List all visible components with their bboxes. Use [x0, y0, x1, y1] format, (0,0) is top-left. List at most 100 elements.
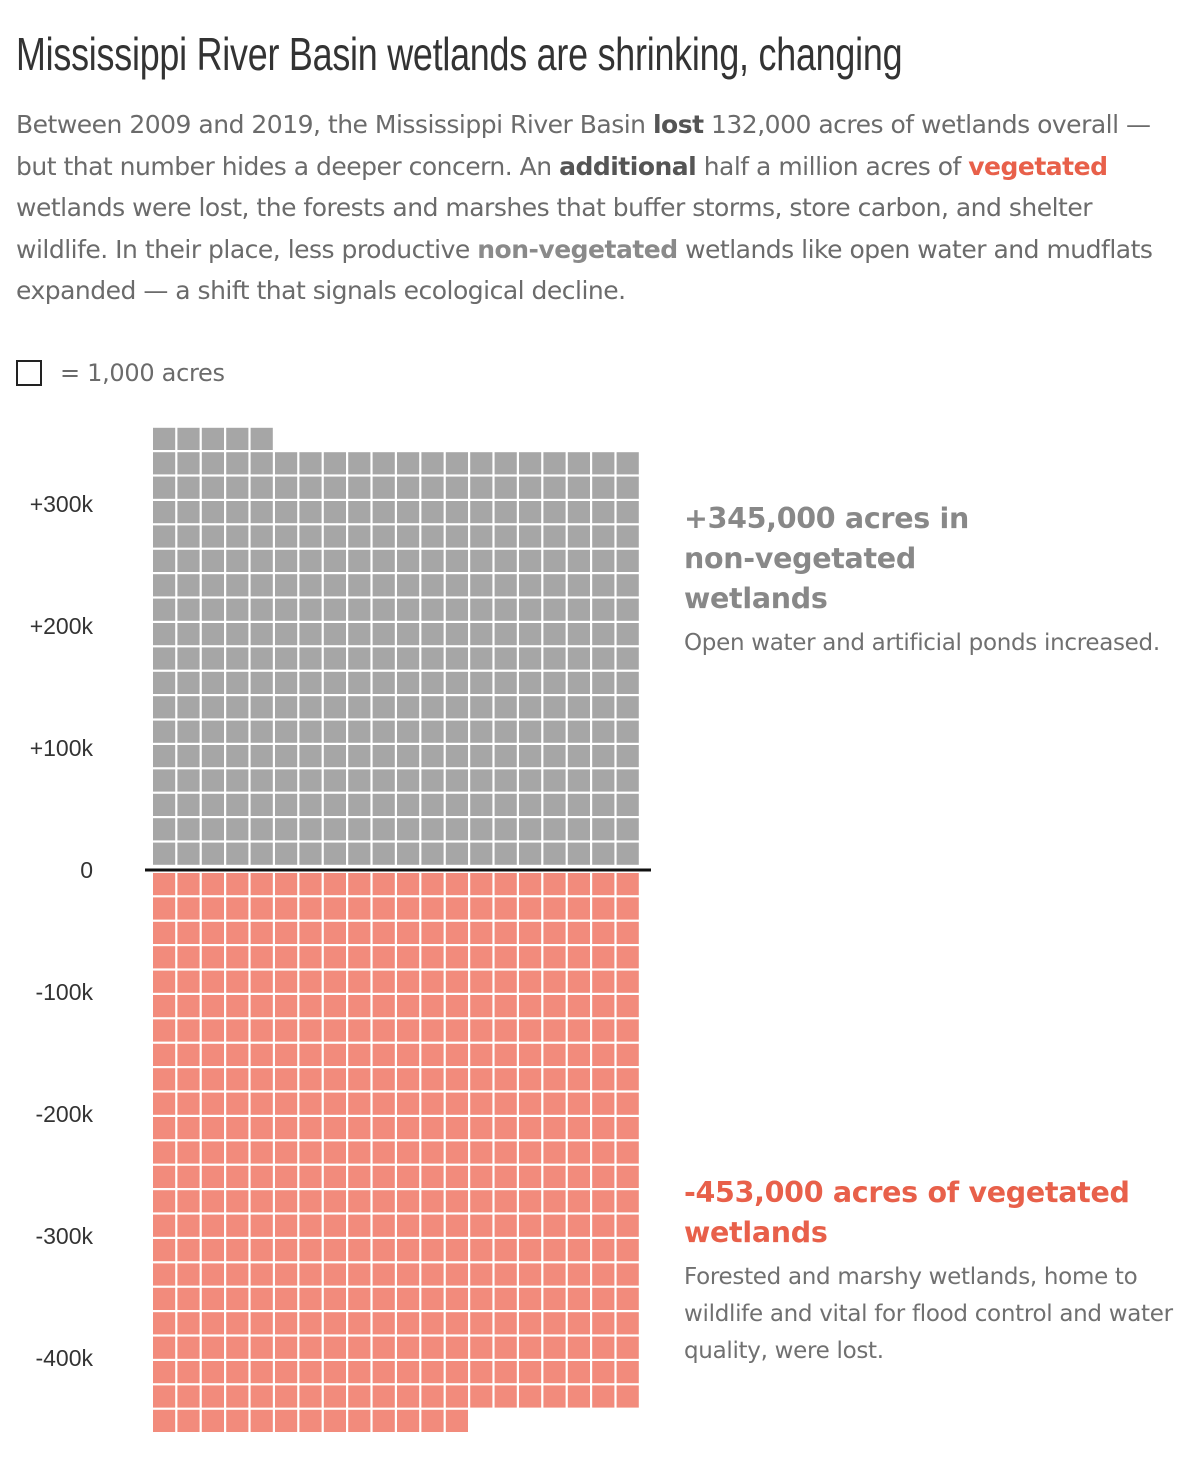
waffle-cell: [494, 873, 517, 896]
waffle-cell: [177, 452, 200, 475]
waffle-cell: [616, 671, 639, 694]
waffle-cell: [275, 1068, 298, 1091]
waffle-cell: [348, 525, 371, 548]
waffle-cell: [543, 1336, 566, 1359]
waffle-cell: [494, 921, 517, 944]
waffle-cell: [226, 1409, 249, 1432]
waffle-cell: [445, 769, 468, 792]
waffle-cell: [567, 1117, 590, 1140]
waffle-cell: [445, 1385, 468, 1408]
waffle-cell: [567, 452, 590, 475]
waffle-cell: [494, 769, 517, 792]
waffle-cell: [348, 1361, 371, 1384]
waffle-cell: [372, 1409, 395, 1432]
waffle-cell: [201, 995, 224, 1018]
waffle-cell: [275, 501, 298, 524]
waffle-cell: [153, 818, 176, 841]
waffle-cell: [421, 623, 444, 646]
waffle-cell: [201, 1361, 224, 1384]
waffle-cell: [275, 1409, 298, 1432]
waffle-cell: [397, 842, 420, 865]
waffle-cell: [372, 1385, 395, 1408]
waffle-cell: [397, 1263, 420, 1286]
waffle-cell: [226, 525, 249, 548]
waffle-cell: [470, 525, 493, 548]
waffle-cell: [250, 671, 273, 694]
waffle-cell: [348, 769, 371, 792]
waffle-cell: [397, 598, 420, 621]
waffle-cell: [201, 1312, 224, 1335]
waffle-cell: [494, 818, 517, 841]
waffle-cell: [470, 873, 493, 896]
waffle-cell: [445, 793, 468, 816]
waffle-cell: [445, 549, 468, 572]
waffle-cell: [470, 623, 493, 646]
waffle-cell: [445, 1239, 468, 1262]
waffle-cell: [397, 921, 420, 944]
waffle-cell: [348, 1141, 371, 1164]
waffle-cell: [275, 873, 298, 896]
waffle-cell: [592, 1263, 615, 1286]
waffle-cell: [275, 525, 298, 548]
waffle-cell: [372, 873, 395, 896]
waffle-cell: [177, 793, 200, 816]
waffle-cell: [372, 1043, 395, 1066]
waffle-cell: [616, 476, 639, 499]
waffle-cell: [519, 769, 542, 792]
waffle-cell: [445, 1361, 468, 1384]
waffle-cell: [250, 745, 273, 768]
waffle-cell: [519, 818, 542, 841]
waffle-cell: [348, 720, 371, 743]
waffle-cell: [470, 1312, 493, 1335]
waffle-cell: [348, 842, 371, 865]
waffle-cell: [616, 525, 639, 548]
waffle-cell: [153, 1141, 176, 1164]
waffle-cell: [470, 647, 493, 670]
waffle-cell: [567, 574, 590, 597]
waffle-cell: [372, 842, 395, 865]
waffle-cell: [592, 1068, 615, 1091]
waffle-cell: [177, 1239, 200, 1262]
waffle-cell: [275, 818, 298, 841]
waffle-cell: [153, 1165, 176, 1188]
waffle-cell: [275, 745, 298, 768]
waffle-cell: [250, 1336, 273, 1359]
waffle-cell: [372, 452, 395, 475]
waffle-cell: [592, 745, 615, 768]
waffle-cell: [519, 921, 542, 944]
waffle-cell: [372, 696, 395, 719]
waffle-cell: [567, 1019, 590, 1042]
waffle-cell: [397, 995, 420, 1018]
waffle-cell: [543, 1287, 566, 1310]
waffle-cell: [592, 1165, 615, 1188]
waffle-cell: [299, 946, 322, 969]
waffle-cell: [153, 1385, 176, 1408]
waffle-cell: [519, 1385, 542, 1408]
waffle-cell: [494, 946, 517, 969]
waffle-cell: [445, 1409, 468, 1432]
waffle-cell: [543, 1263, 566, 1286]
waffle-cell: [201, 427, 224, 450]
waffle-cell: [445, 1287, 468, 1310]
waffle-cell: [372, 793, 395, 816]
waffle-cell: [592, 946, 615, 969]
waffle-cell: [323, 525, 346, 548]
waffle-cell: [348, 970, 371, 993]
waffle-cell: [592, 842, 615, 865]
waffle-cell: [226, 921, 249, 944]
waffle-cell: [470, 793, 493, 816]
waffle-cell: [275, 574, 298, 597]
waffle-cell: [153, 671, 176, 694]
waffle-cell: [470, 745, 493, 768]
waffle-cell: [494, 549, 517, 572]
waffle-cell: [153, 1190, 176, 1213]
waffle-cell: [348, 1190, 371, 1213]
waffle-cell: [445, 921, 468, 944]
waffle-cell: [153, 476, 176, 499]
waffle-cell: [470, 1263, 493, 1286]
waffle-cell: [201, 1019, 224, 1042]
waffle-cell: [275, 1312, 298, 1335]
waffle-cell: [323, 970, 346, 993]
waffle-cell: [592, 897, 615, 920]
waffle-cell: [250, 1287, 273, 1310]
